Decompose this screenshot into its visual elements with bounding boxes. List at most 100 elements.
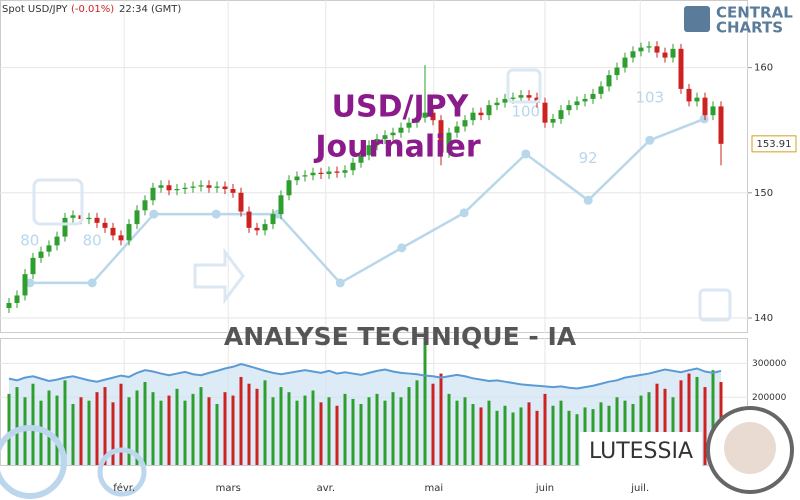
candle-body [110,227,116,236]
volume-bar [431,383,435,465]
volume-bar [615,397,619,465]
candle-body [46,245,52,252]
ia-point [645,135,655,145]
candle-body [590,93,596,99]
ia-score: 103 [635,89,664,107]
x-tick-label: févr. [113,482,135,494]
logo-bottom: CHARTS [716,19,783,37]
candle-body [294,176,300,181]
overlay-title: USD/JPY [332,90,470,125]
volume-bar [63,380,67,465]
candle-body [558,110,564,119]
x-tick-label: mai [424,483,443,494]
volume-bar [343,393,347,465]
candle-body [382,135,388,139]
candle-body [214,186,220,188]
volume-tick-label: 200000 [752,393,787,403]
volume-bar [671,397,675,465]
volume-bar [495,410,499,465]
candle-body [694,97,700,102]
candle-body [446,132,452,153]
time: 22:34 (GMT) [119,4,181,15]
candle-body [614,67,620,76]
instrument: Spot USD/JPY [2,4,68,15]
candle-body [390,132,396,136]
volume-bar [239,376,243,465]
volume-bar [687,373,691,465]
watermark-arrow [193,247,245,305]
candle-body [174,189,180,191]
volume-bar [519,407,523,465]
volume-bar [31,383,35,465]
volume-bar [471,404,475,465]
volume-bar [463,397,467,465]
volume-bar [383,400,387,465]
volume-bar [175,388,179,465]
candle-body [398,127,404,133]
candle-body [550,118,556,123]
volume-bar [479,407,483,465]
candle-body [526,95,532,98]
candle-body [622,57,628,68]
watermark-icon [97,447,147,497]
y-tick-label: 150 [754,188,773,199]
watermark-icon [32,178,84,226]
watermark-icon [0,425,67,499]
volume-panel [0,338,748,466]
volume-bar [199,387,203,465]
volume-bar [543,393,547,465]
candle-body [310,172,316,176]
ia-point [335,278,345,288]
volume-bar [487,400,491,465]
candle-body [422,112,428,118]
candle-body [182,187,188,190]
volume-bar [55,395,59,465]
avatar-face [724,422,776,474]
volume-bar [151,392,155,465]
watermark-icon [506,68,542,104]
candle-body [38,251,44,258]
last-price-box [751,135,797,153]
volume-bar [223,392,227,465]
volume-bar [127,397,131,465]
candle-body [22,274,28,296]
volume-bar [439,373,443,465]
x-tick-label: mars [216,483,241,494]
candle-body [54,236,60,246]
volume-bar [447,393,451,465]
candle-body [518,95,524,98]
volume-bar [647,392,651,465]
candle-body [454,126,460,133]
ia-point [211,209,221,219]
candle-body [350,162,356,171]
ia-point [149,209,159,219]
candle-body [142,200,148,211]
candle-body [198,185,204,187]
candle-body [62,217,68,237]
candle-body [646,46,652,48]
candle-body [582,98,588,102]
price-panel [0,0,748,333]
ia-point [87,278,97,288]
ia-point [699,114,709,124]
volume-bar [359,404,363,465]
candle-body [246,211,252,228]
volume-bar [215,404,219,465]
candle-body [86,217,92,220]
candle-body [158,185,164,188]
candle-body [206,185,212,188]
ia-score: 80 [20,231,39,249]
volume-bar [255,388,259,465]
volume-bar [183,400,187,465]
candle-body [342,170,348,173]
candle-body [462,120,468,127]
volume-bar [327,397,331,465]
ia-score: 92 [579,149,598,167]
candle-body [414,117,420,123]
ia-line [29,117,705,285]
volume-bar [15,387,19,465]
volume-bar [551,405,555,465]
candle-body [542,102,548,123]
volume-bar [71,404,75,465]
